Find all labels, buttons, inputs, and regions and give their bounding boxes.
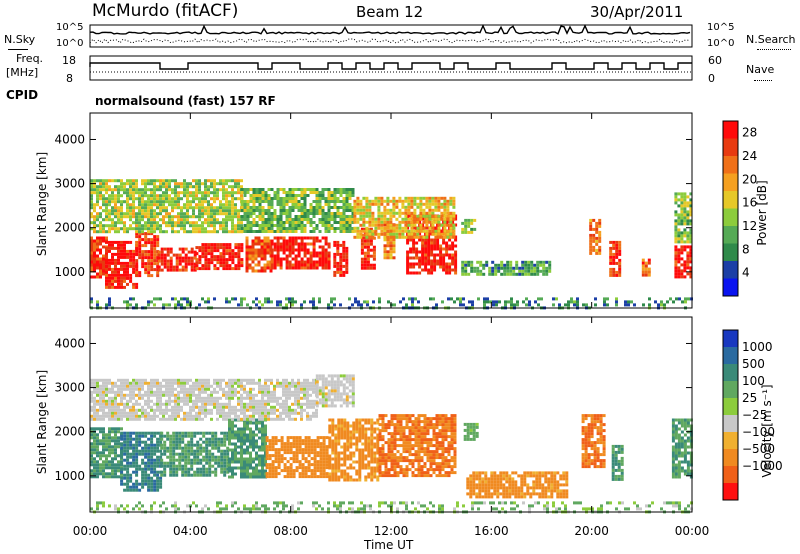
power-colorbar-tick: 24 (742, 149, 757, 163)
nsky-panel-frame (89, 24, 693, 48)
cpid-value: normalsound (fast) 157 RF (95, 94, 276, 108)
velocity-colorbar-tick: −25 (742, 408, 767, 422)
x-axis-title: Time UT (364, 538, 414, 552)
velocity-colorbar-swatch (723, 381, 738, 398)
freq-label-2: [MHz] (6, 66, 39, 79)
power-colorbar-swatch (723, 226, 738, 244)
freq-trace (89, 62, 692, 70)
nsearch-trace (89, 38, 691, 44)
velocity-heatmap (90, 374, 693, 514)
velocity-colorbar-tick: −100 (742, 425, 775, 439)
nsearch-label: N.Search (746, 33, 796, 46)
velocity-colorbar-tick: −500 (742, 442, 775, 456)
velocity-ytick-label: 2000 (54, 425, 85, 439)
velocity-colorbar-tick: −1000 (742, 459, 783, 473)
power-colorbar-swatch (723, 156, 738, 174)
velocity-colorbar-swatch (723, 483, 738, 500)
xtick-label: 08:00 (273, 524, 308, 538)
velocity-colorbar-tick: 25 (742, 391, 757, 405)
velocity-ytick-label: 3000 (54, 381, 85, 395)
date-title: 30/Apr/2011 (590, 3, 684, 21)
nave-label: Nave (746, 63, 775, 76)
xtick-label: 16:00 (474, 524, 509, 538)
freq-tick-high: 18 (62, 54, 76, 67)
power-ytick-label: 3000 (54, 177, 85, 191)
velocity-colorbar-swatch (723, 330, 738, 347)
power-colorbar-swatch (723, 243, 738, 261)
nsearch-tick-low: 10^0 (707, 38, 735, 49)
power-ytick-label: 4000 (54, 132, 85, 146)
power-colorbar-tick: 16 (742, 196, 757, 210)
velocity-colorbar-swatch (723, 466, 738, 483)
power-colorbar-swatch (723, 208, 738, 226)
power-ytick-label: 1000 (54, 265, 85, 279)
power-heatmap (90, 179, 693, 310)
nsky-tick-low: 10^0 (56, 38, 84, 49)
nave-legend-line (754, 80, 772, 81)
xtick-label: 00:00 (675, 524, 710, 538)
nsearch-legend-line (757, 49, 791, 50)
freq-panel-frame (89, 55, 693, 81)
nsky-label: N.Sky (4, 33, 36, 46)
power-colorbar-tick: 20 (742, 172, 757, 186)
nsearch-tick-high: 10^5 (707, 22, 735, 33)
velocity-colorbar-swatch (723, 364, 738, 381)
nsky-tick-high: 10^5 (56, 22, 84, 33)
nsky-trace (89, 24, 691, 35)
velocity-colorbar-swatch (723, 449, 738, 466)
velocity-colorbar-swatch (723, 347, 738, 364)
velocity-colorbar-swatch (723, 432, 738, 449)
power-ytick-label: 2000 (54, 221, 85, 235)
power-colorbar-tick: 12 (742, 219, 757, 233)
velocity-colorbar-swatch (723, 415, 738, 432)
power-colorbar-swatch (723, 121, 738, 139)
velocity-colorbar-tick: 100 (742, 374, 765, 388)
power-colorbar-swatch (723, 261, 738, 279)
xtick-label: 12:00 (374, 524, 409, 538)
nave-tick-low: 0 (708, 72, 715, 85)
xtick-label: 00:00 (73, 524, 108, 538)
power-colorbar-tick: 28 (742, 126, 757, 140)
nave-tick-high: 60 (708, 54, 722, 67)
power-colorbar-tick: 4 (742, 266, 750, 280)
velocity-colorbar-tick: 1000 (742, 340, 773, 354)
power-colorbar-tick: 8 (742, 242, 750, 256)
power-colorbar-swatch (723, 191, 738, 209)
velocity-ytick-label: 4000 (54, 336, 85, 350)
velocity-colorbar-tick: 500 (742, 357, 765, 371)
velocity-colorbar-swatch (723, 398, 738, 415)
velocity-ytick-label: 1000 (54, 469, 85, 483)
site-title: McMurdo (fitACF) (92, 1, 239, 21)
freq-tick-low: 8 (66, 72, 73, 85)
beam-title: Beam 12 (356, 3, 424, 21)
power-colorbar-swatch (723, 173, 738, 191)
power-colorbar-swatch (723, 138, 738, 156)
velocity-colorbar-frame (722, 329, 739, 501)
freq-label-1: Freq. (16, 52, 44, 65)
cpid-label: CPID (6, 88, 39, 102)
power-colorbar-frame (722, 120, 739, 297)
power-colorbar-swatch (723, 278, 738, 296)
nsky-legend-line (8, 49, 28, 50)
xtick-label: 04:00 (173, 524, 208, 538)
xtick-label: 20:00 (574, 524, 609, 538)
